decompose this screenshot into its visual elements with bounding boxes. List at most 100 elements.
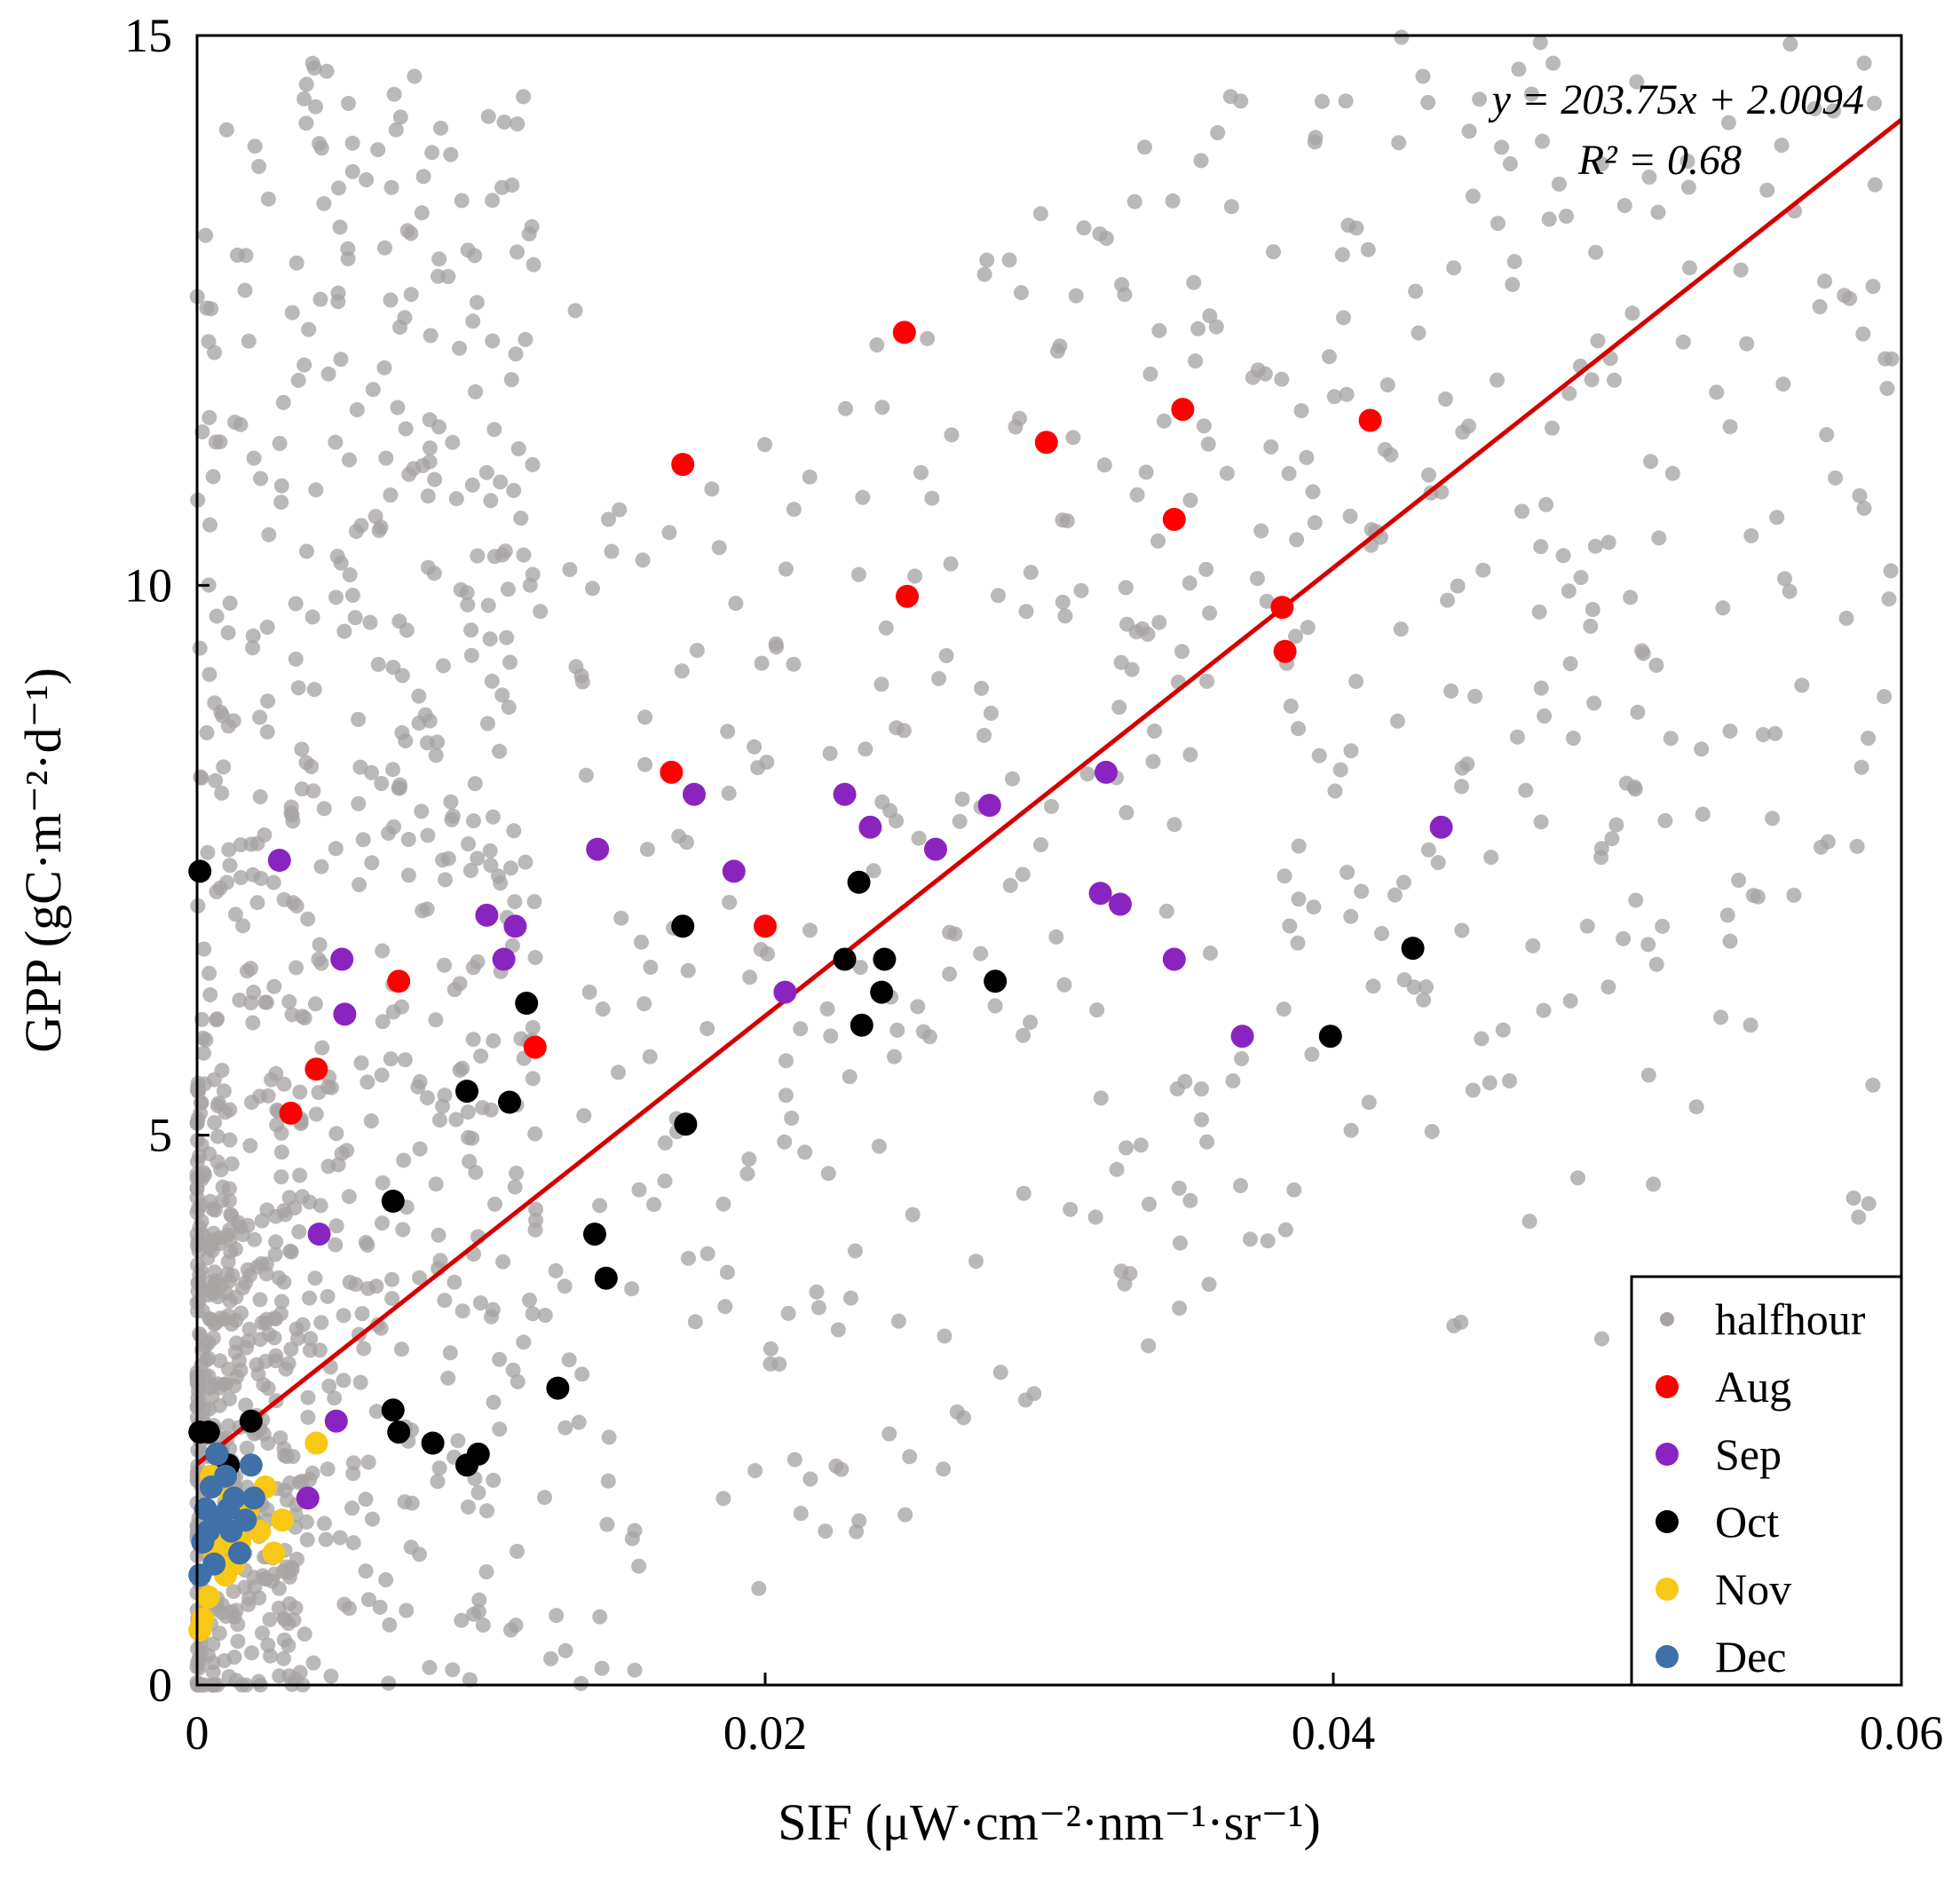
halfhour-point xyxy=(360,1074,375,1090)
halfhour-point xyxy=(1518,782,1534,798)
halfhour-point xyxy=(383,487,399,503)
halfhour-point xyxy=(313,1315,329,1331)
point-dec xyxy=(202,1552,226,1576)
halfhour-point xyxy=(819,1001,835,1017)
halfhour-point xyxy=(1551,176,1567,192)
halfhour-point xyxy=(202,965,217,981)
halfhour-point xyxy=(751,1580,767,1596)
halfhour-point xyxy=(1856,55,1872,71)
halfhour-point xyxy=(937,1328,952,1344)
y-tick-label: 0 xyxy=(148,1658,172,1712)
halfhour-point xyxy=(233,416,249,432)
halfhour-point xyxy=(717,1299,733,1315)
halfhour-point xyxy=(203,301,219,317)
halfhour-point xyxy=(433,120,448,136)
halfhour-point xyxy=(1068,288,1084,304)
halfhour-point xyxy=(1861,1196,1877,1212)
halfhour-point xyxy=(1203,945,1218,961)
halfhour-point xyxy=(820,1166,836,1182)
halfhour-point xyxy=(460,1104,476,1120)
halfhour-point xyxy=(1387,887,1403,903)
halfhour-point xyxy=(1260,1233,1276,1249)
point-dec xyxy=(233,1508,257,1532)
halfhour-point xyxy=(802,469,818,485)
plot-area-frame xyxy=(195,34,1903,1687)
halfhour-point xyxy=(509,1166,525,1181)
point-aug xyxy=(660,760,684,784)
halfhour-point xyxy=(533,604,549,620)
halfhour-point xyxy=(1290,935,1306,951)
point-oct xyxy=(466,1442,490,1466)
halfhour-point xyxy=(237,1579,253,1595)
halfhour-point xyxy=(302,1290,317,1306)
halfhour-point xyxy=(220,625,236,641)
halfhour-point xyxy=(1719,907,1735,923)
point-dec xyxy=(205,1442,229,1466)
halfhour-point xyxy=(235,1227,251,1243)
halfhour-point xyxy=(865,863,881,879)
halfhour-point xyxy=(1817,273,1832,289)
halfhour-point xyxy=(1173,1235,1188,1251)
halfhour-point xyxy=(938,648,954,663)
halfhour-point xyxy=(243,836,259,852)
halfhour-point xyxy=(1208,319,1224,335)
point-oct xyxy=(188,859,212,883)
halfhour-point xyxy=(201,1368,217,1384)
halfhour-point xyxy=(448,1112,464,1127)
halfhour-point xyxy=(1525,938,1541,953)
halfhour-point xyxy=(286,1612,302,1628)
halfhour-point xyxy=(273,1125,289,1141)
halfhour-point xyxy=(896,723,912,739)
halfhour-point xyxy=(454,1060,470,1076)
halfhour-point xyxy=(394,999,409,1015)
halfhour-point xyxy=(557,1642,573,1658)
halfhour-point xyxy=(299,1531,315,1547)
halfhour-point xyxy=(368,1278,384,1294)
point-oct xyxy=(1318,1025,1342,1048)
halfhour-point xyxy=(192,1148,207,1164)
halfhour-point xyxy=(984,705,999,721)
halfhour-point xyxy=(201,334,217,350)
halfhour-point xyxy=(1535,133,1550,149)
halfhour-point xyxy=(742,969,758,985)
halfhour-point xyxy=(257,1315,273,1331)
halfhour-point xyxy=(463,647,479,663)
halfhour-point xyxy=(1506,254,1522,270)
halfhour-point xyxy=(1545,420,1560,436)
point-oct xyxy=(196,1420,220,1444)
halfhour-point xyxy=(470,851,486,866)
halfhour-point xyxy=(1389,713,1405,729)
halfhour-point xyxy=(968,1254,984,1270)
halfhour-point xyxy=(192,1219,208,1235)
halfhour-point xyxy=(510,1543,525,1559)
halfhour-point xyxy=(305,1655,321,1671)
halfhour-point xyxy=(1305,484,1321,500)
halfhour-point xyxy=(235,918,251,934)
halfhour-point xyxy=(437,957,452,973)
halfhour-point xyxy=(245,640,260,656)
halfhour-point xyxy=(220,718,236,734)
halfhour-point xyxy=(344,163,360,179)
halfhour-point xyxy=(1593,1331,1609,1347)
halfhour-point xyxy=(1076,220,1092,236)
halfhour-point xyxy=(1141,1338,1157,1354)
series-dec xyxy=(188,1442,265,1587)
halfhour-point xyxy=(267,1246,283,1262)
regression-fit-line xyxy=(195,117,1903,1467)
halfhour-point xyxy=(1720,115,1736,131)
halfhour-point xyxy=(1156,413,1172,429)
halfhour-point xyxy=(612,502,628,518)
halfhour-point xyxy=(483,493,499,509)
halfhour-point xyxy=(1782,36,1798,52)
halfhour-point xyxy=(1113,654,1129,670)
halfhour-point xyxy=(342,452,357,468)
halfhour-point xyxy=(445,1662,461,1678)
halfhour-point xyxy=(842,1069,858,1085)
halfhour-point xyxy=(1055,512,1071,528)
halfhour-point xyxy=(252,789,268,804)
halfhour-point xyxy=(1482,1075,1498,1091)
halfhour-point xyxy=(287,1200,303,1216)
halfhour-point xyxy=(747,1463,763,1478)
halfhour-point xyxy=(482,631,498,647)
halfhour-point xyxy=(1411,325,1427,341)
